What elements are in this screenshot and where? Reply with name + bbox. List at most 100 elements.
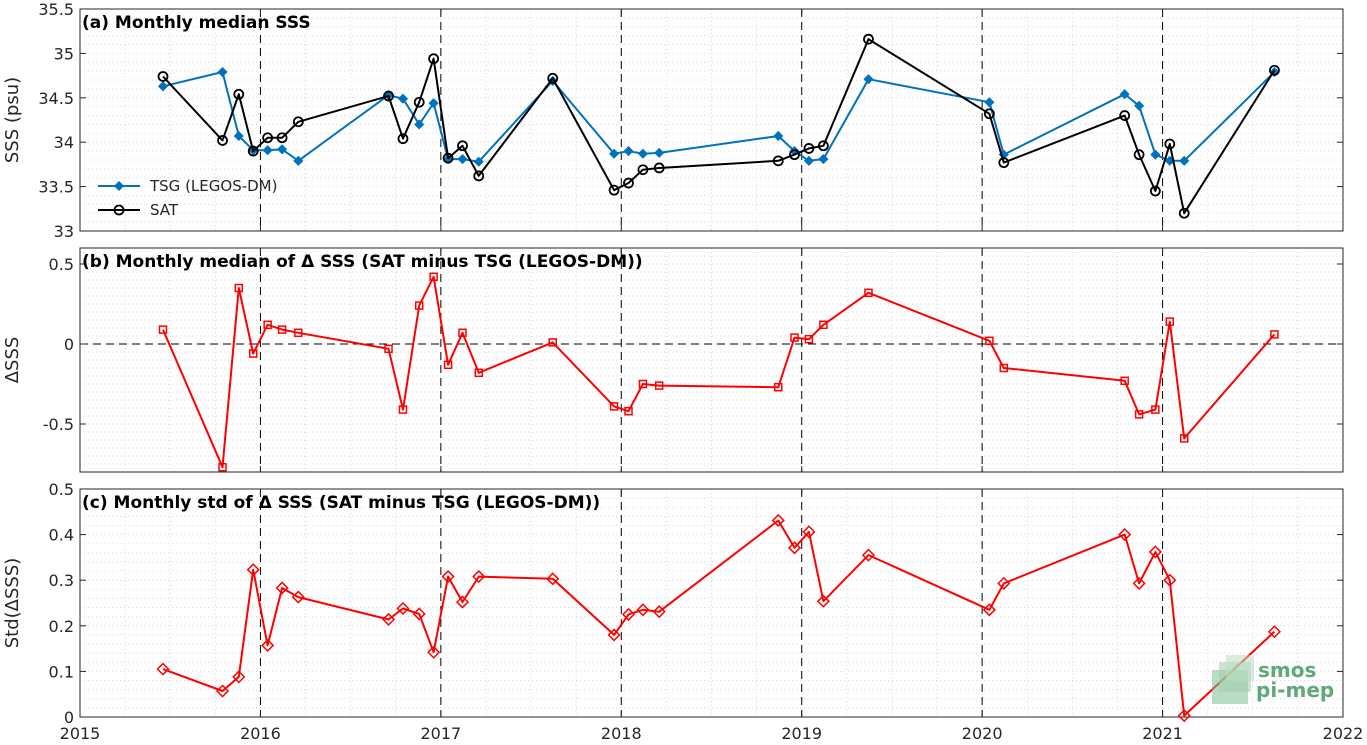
logo-block-3: [1226, 655, 1254, 681]
data-point: [1179, 155, 1190, 166]
data-point: [457, 154, 468, 165]
x-tick-label: 2016: [240, 724, 281, 743]
data-point: [1134, 410, 1144, 419]
grid: [80, 8, 1343, 232]
data-point: [428, 53, 440, 65]
y-tick-label: 0.5: [49, 255, 74, 274]
data-point: [864, 288, 873, 298]
data-point: [262, 145, 273, 156]
logo-line-1: smos: [1258, 658, 1316, 682]
data-point: [429, 272, 438, 282]
data-point: [261, 638, 275, 652]
data-point: [248, 349, 258, 358]
data-point: [1267, 625, 1281, 639]
data-point: [546, 572, 560, 586]
data-point: [863, 33, 874, 45]
data-point: [232, 670, 246, 684]
data-point: [637, 164, 649, 176]
data-point: [984, 97, 995, 108]
panels-group: 33 33.5 34 34.5 35 35.5 SSS (psu) TSG (LEGOS-DM…: [2, 0, 1344, 727]
data-point: [383, 90, 394, 102]
panel-3: 0 0.1 0.2 0.3 0.4 0.5 Std(ΔSSS) (c) Monthly std…: [2, 480, 1344, 727]
data-point: [276, 132, 288, 144]
y-tick-label: -0.5: [43, 415, 74, 434]
data-point: [982, 603, 996, 617]
data-point: [247, 145, 259, 157]
axes-frame: [79, 488, 1344, 718]
legend-label: TSG (LEGOS-DM): [149, 177, 277, 195]
data-point: [443, 360, 453, 370]
data-point: [1164, 138, 1176, 150]
data-point: [985, 336, 994, 346]
data-point: [275, 581, 289, 595]
data-point: [983, 108, 995, 120]
data-point: [1165, 317, 1175, 326]
data-point: [1119, 110, 1131, 121]
series-1: [158, 272, 1279, 472]
y-tick-label: 0.2: [49, 617, 74, 636]
series-line: [162, 519, 1276, 717]
y-tick-label: 0.3: [49, 571, 74, 590]
data-point: [262, 132, 274, 144]
data-point: [1151, 405, 1160, 414]
logo-line-2: pi-mep: [1256, 678, 1334, 702]
data-point: [773, 130, 784, 142]
panel-title: (c) Monthly std of Δ SSS (SAT minus TSG …: [82, 493, 600, 513]
data-point: [397, 93, 409, 104]
y-tick-label: 0.1: [49, 662, 74, 681]
y-tick-label: 0.5: [49, 480, 74, 499]
data-point: [428, 98, 439, 109]
legend-marker: [113, 204, 125, 216]
data-point: [233, 88, 245, 100]
x-tick-label: 2021: [1142, 724, 1183, 743]
series-line: [162, 275, 1276, 469]
data-point: [414, 119, 425, 130]
data-point: [384, 344, 393, 354]
panel-title: (a) Monthly median SSS: [82, 13, 311, 33]
data-point: [803, 155, 814, 166]
x-axis-tick-labels: 2015 2016 2017 2018 2019 2020 2021 2022: [60, 724, 1364, 743]
y-tick-label: 33.5: [38, 178, 74, 197]
y-axis-label: SSS (psu): [2, 77, 23, 163]
data-point: [157, 71, 169, 82]
x-tick-label: 2017: [420, 724, 461, 743]
x-tick-label: 2015: [60, 724, 101, 743]
data-point: [548, 338, 557, 347]
data-point: [413, 96, 425, 108]
data-point: [156, 662, 170, 676]
data-point: [294, 328, 303, 338]
y-tick-label: 34: [54, 133, 74, 152]
data-point: [427, 645, 441, 659]
y-tick-label: 0: [64, 335, 74, 354]
data-point: [999, 363, 1009, 373]
data-point: [1148, 545, 1162, 559]
data-point: [1269, 64, 1280, 76]
data-point: [455, 595, 470, 609]
data-point: [1150, 149, 1161, 160]
data-point: [1270, 330, 1279, 339]
data-point: [291, 590, 305, 604]
data-point: [621, 607, 636, 621]
plot-area: [80, 489, 1343, 717]
data-point: [292, 116, 304, 128]
data-point: [234, 283, 244, 293]
x-tick-label: 2018: [601, 724, 642, 743]
grid: [80, 247, 1343, 473]
legend: TSG (LEGOS-DM) SAT: [98, 177, 277, 219]
y-tick-label: 0.4: [49, 526, 74, 545]
data-point: [293, 155, 304, 166]
data-point: [1177, 709, 1191, 723]
data-point: [804, 334, 814, 344]
data-point: [158, 325, 168, 334]
data-point: [277, 325, 287, 334]
data-point: [819, 320, 828, 330]
data-point: [818, 154, 829, 165]
series-2: [157, 33, 1280, 219]
series-1: [156, 513, 1281, 723]
data-point: [636, 603, 650, 617]
data-point: [1179, 434, 1189, 443]
data-point: [1149, 185, 1161, 197]
data-point: [397, 133, 409, 145]
data-point: [623, 177, 634, 189]
series-1: [157, 66, 1280, 167]
